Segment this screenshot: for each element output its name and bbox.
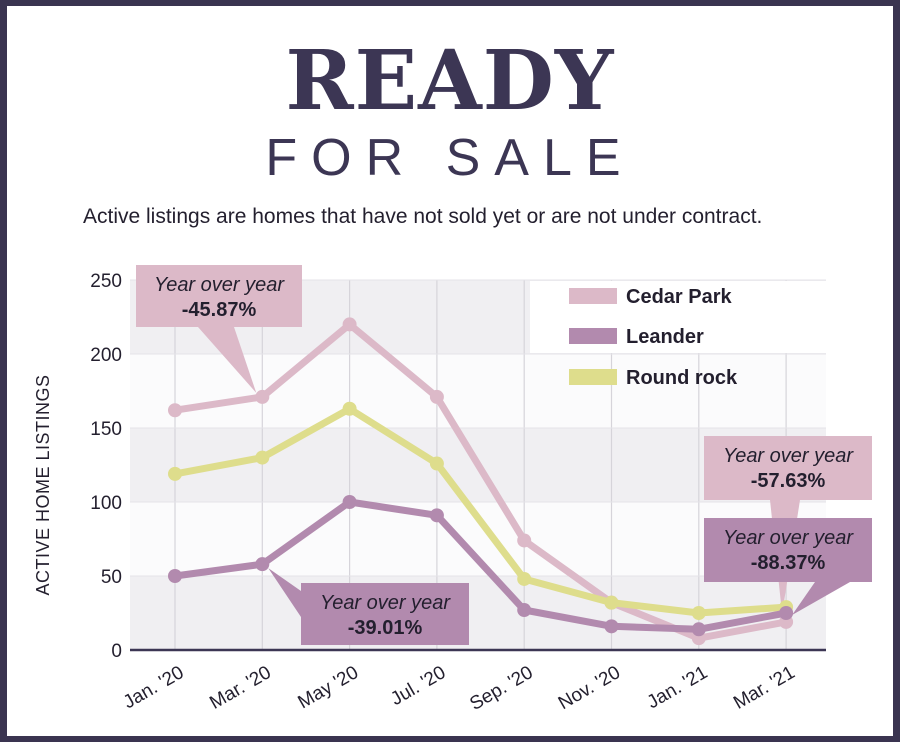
data-point-leander: [342, 495, 357, 509]
data-point-cedar-park: [342, 317, 357, 332]
data-point-leander: [168, 569, 182, 583]
annotation-box: [301, 583, 469, 645]
annotation-value: -57.63%: [751, 470, 826, 492]
data-point-cedar-park: [255, 389, 270, 404]
annotation-pointer: [792, 582, 850, 615]
data-point-cedar-park: [517, 533, 532, 548]
data-point-leander: [691, 622, 706, 637]
data-point-round-rock: [517, 571, 532, 586]
annotation-label: Year over year: [320, 592, 451, 614]
y-tick-label: 150: [90, 419, 122, 440]
x-tick-label: Sep. '20: [466, 662, 536, 715]
data-point-leander: [779, 606, 794, 620]
legend-swatch: [569, 369, 617, 385]
annotation-value: -45.87%: [182, 299, 257, 321]
data-point-round-rock: [429, 456, 444, 471]
x-tick-label: Nov. '20: [555, 662, 624, 714]
y-axis-label: ACTIVE HOME LISTINGS: [33, 374, 53, 595]
series-line-leander: [171, 498, 790, 633]
x-tick-label: Jan. '21: [644, 662, 712, 713]
legend: Cedar Park Leander Round rock: [569, 286, 738, 389]
legend-label: Round rock: [626, 367, 738, 389]
annotation-label: Year over year: [723, 445, 854, 467]
series-line-round-rock: [171, 405, 790, 617]
annotation-pointer: [198, 327, 257, 393]
legend-swatch: [569, 288, 617, 304]
chart-description: Active listings are homes that have not …: [83, 205, 763, 228]
x-tick-label: May '20: [294, 662, 362, 713]
title-for-sale: FOR SALE: [265, 129, 635, 187]
data-point-round-rock: [691, 606, 706, 620]
annotation-value: -39.01%: [348, 617, 423, 639]
y-tick-label: 250: [90, 271, 122, 292]
legend-item-leander: Leander: [569, 326, 704, 348]
annotation-box: [704, 518, 872, 582]
x-axis-ticks: Jan. '20 Mar. '20 May '20 Jul. '20 Sep. '20 N…: [120, 662, 799, 715]
x-tick-label: Jan. '20: [120, 662, 188, 713]
title-ready: READY: [285, 33, 615, 129]
x-tick-label: Mar. '20: [206, 662, 275, 714]
annotation-callout: Year over year -88.37%: [704, 518, 872, 615]
legend-label: Leander: [626, 326, 704, 348]
annotation-callout: Year over year -45.87%: [136, 265, 302, 393]
data-point-round-rock: [604, 595, 619, 610]
series-round-rock: [168, 401, 794, 620]
annotation-box: [136, 265, 302, 327]
data-point-leander: [255, 557, 270, 572]
legend-label: Cedar Park: [626, 286, 732, 308]
annotations: Year over year -45.87% Year over year -39.0…: [136, 265, 872, 645]
annotation-value: -88.37%: [751, 552, 826, 574]
data-point-cedar-park: [168, 403, 182, 418]
annotation-box: [704, 436, 872, 500]
legend-item-round-rock: Round rock: [569, 367, 738, 389]
data-point-round-rock: [168, 466, 182, 481]
series-group: [168, 317, 794, 646]
annotation-label: Year over year: [154, 274, 285, 296]
x-tick-label: Jul. '20: [387, 662, 449, 710]
data-point-round-rock: [255, 450, 270, 465]
y-tick-label: 100: [90, 493, 122, 514]
series-leander: [168, 495, 794, 637]
y-tick-label: 50: [101, 567, 122, 588]
data-point-leander: [604, 619, 619, 634]
annotation-label: Year over year: [723, 527, 854, 549]
annotation-pointer: [268, 568, 301, 617]
data-point-leander: [517, 603, 532, 618]
legend-swatch: [569, 328, 617, 344]
x-tick-label: Mar. '21: [730, 662, 799, 714]
data-point-cedar-park: [429, 389, 444, 404]
y-tick-label: 0: [111, 641, 122, 662]
y-tick-label: 200: [90, 345, 122, 366]
legend-item-cedar-park: Cedar Park: [569, 286, 732, 308]
y-axis-ticks: 0 50 100 150 200 250: [90, 271, 122, 662]
data-point-leander: [429, 508, 444, 523]
annotation-callout: Year over year -39.01%: [268, 568, 469, 645]
data-point-round-rock: [342, 401, 357, 416]
